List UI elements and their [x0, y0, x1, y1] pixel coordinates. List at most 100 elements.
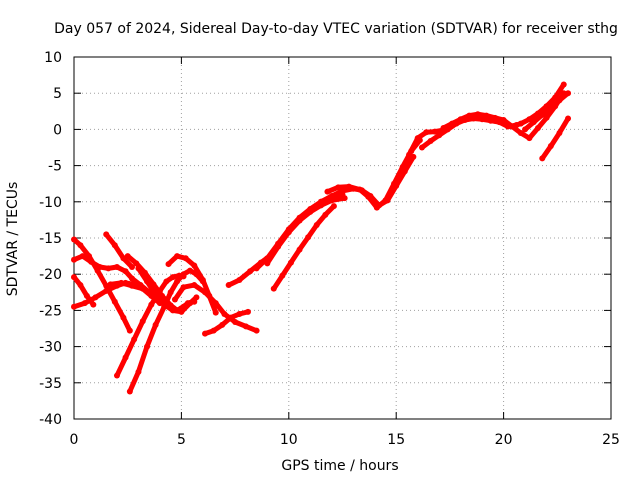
y-tick-label: -25	[39, 303, 62, 319]
series-arc-2	[71, 236, 133, 334]
data-point	[71, 236, 77, 243]
data-point	[565, 115, 572, 122]
data-point	[163, 278, 170, 285]
data-point	[466, 112, 473, 119]
data-point	[345, 183, 352, 190]
data-point	[202, 330, 209, 337]
data-point	[199, 276, 206, 283]
data-point	[356, 186, 363, 193]
data-point	[474, 111, 481, 118]
data-point	[247, 268, 254, 275]
data-point	[565, 90, 572, 97]
series-arc-24	[522, 90, 572, 133]
series-arc-25	[539, 115, 572, 162]
y-tick-label: 5	[53, 86, 62, 102]
data-point	[113, 372, 120, 379]
data-point	[287, 259, 294, 266]
data-point	[79, 253, 86, 260]
data-point	[522, 126, 529, 133]
series-line	[539, 116, 571, 161]
data-point	[105, 265, 112, 272]
data-point	[539, 155, 546, 162]
data-point	[449, 120, 456, 127]
data-point	[479, 116, 486, 123]
data-point	[552, 94, 559, 101]
data-point	[423, 129, 430, 136]
data-point	[212, 300, 219, 307]
data-point	[212, 309, 219, 316]
data-point	[120, 314, 127, 321]
data-point	[103, 287, 110, 294]
data-point	[169, 274, 176, 281]
series-arc-8	[126, 267, 206, 395]
data-point	[436, 132, 443, 139]
data-point	[113, 263, 120, 270]
data-point	[174, 253, 181, 260]
data-point	[77, 242, 84, 249]
x-tick-label: 0	[70, 432, 79, 448]
data-point	[270, 285, 277, 292]
data-point	[365, 193, 372, 200]
data-point	[210, 327, 217, 334]
data-point	[152, 291, 159, 298]
data-point	[122, 268, 129, 275]
data-point	[539, 111, 546, 118]
x-tick-label: 15	[387, 432, 405, 448]
data-point	[71, 274, 77, 281]
y-axis-label: SDTVAR / TECUs	[5, 182, 21, 297]
y-tick-label: 10	[44, 50, 62, 66]
series-line	[103, 231, 135, 270]
data-point	[193, 294, 200, 301]
data-point	[135, 265, 142, 272]
x-tick-label: 5	[177, 432, 186, 448]
series-arc-23	[509, 81, 567, 130]
data-point	[313, 221, 320, 228]
data-point	[322, 211, 329, 218]
x-tick-label: 10	[280, 432, 298, 448]
y-tick-label: -35	[39, 376, 62, 392]
data-point	[202, 289, 209, 296]
data-point	[139, 285, 146, 292]
data-point	[118, 279, 125, 286]
data-point	[135, 368, 142, 375]
data-point	[307, 208, 314, 215]
data-point	[391, 180, 398, 187]
data-point	[174, 278, 181, 285]
data-point	[547, 143, 554, 150]
data-point	[180, 284, 187, 291]
data-point	[133, 260, 140, 267]
data-point	[534, 124, 541, 131]
data-point	[165, 261, 172, 268]
data-point	[556, 97, 563, 104]
x-axis-label: GPS time / hours	[281, 458, 398, 474]
data-point	[296, 246, 303, 253]
data-point	[111, 242, 118, 249]
data-point	[186, 300, 193, 307]
data-point	[139, 318, 146, 325]
data-point	[186, 267, 193, 274]
data-point	[144, 278, 151, 285]
data-point	[126, 327, 133, 334]
y-tick-label: -5	[48, 159, 62, 175]
data-point	[427, 137, 434, 144]
y-tick-label: -15	[39, 231, 62, 247]
data-point	[107, 281, 114, 288]
data-point	[253, 327, 260, 334]
grid	[74, 57, 611, 419]
y-tick-label: -10	[39, 195, 62, 211]
data-point	[530, 119, 537, 126]
data-point	[81, 300, 88, 307]
data-point	[122, 354, 129, 361]
data-point	[128, 263, 135, 270]
data-point	[275, 243, 282, 250]
data-point	[86, 253, 93, 260]
data-point	[232, 318, 239, 325]
data-point	[418, 144, 425, 151]
data-point	[431, 128, 438, 135]
data-point	[71, 303, 77, 310]
data-point	[182, 255, 189, 262]
data-point	[253, 265, 260, 272]
data-point	[128, 282, 135, 289]
data-point	[92, 294, 99, 301]
data-point	[382, 197, 389, 204]
